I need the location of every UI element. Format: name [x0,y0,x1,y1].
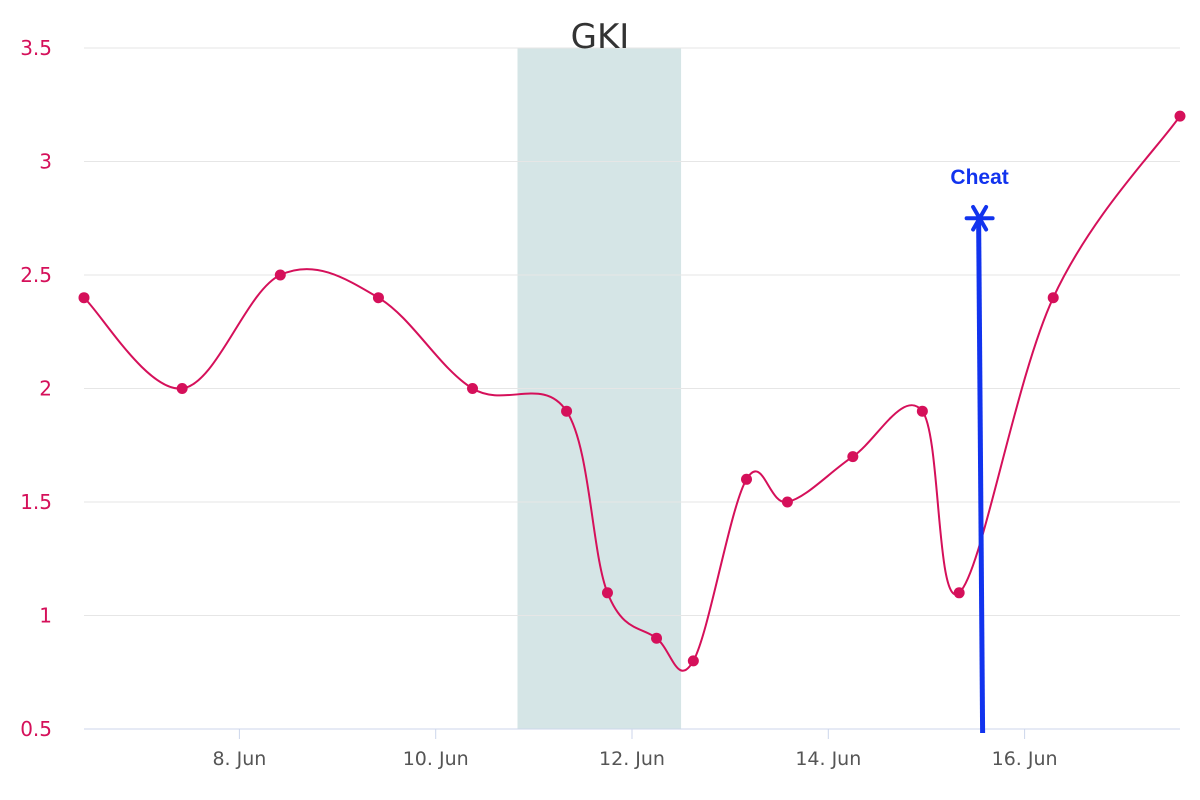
data-point [1047,292,1059,304]
data-point [687,655,699,667]
x-axis: 8. Jun 10. Jun 12. Jun 14. Jun 16. Jun [84,728,1180,770]
y-tick-label: 2.5 [20,263,52,287]
data-point [847,451,859,463]
x-tick-label: 14. Jun [795,748,861,770]
data-point [601,587,613,599]
annotation-star-icon [964,204,995,232]
data-point [781,496,793,508]
data-point [741,473,753,485]
series-layer [78,110,1186,672]
y-tick-label: 0.5 [20,717,52,741]
y-tick-label: 3.5 [20,36,52,60]
data-point [78,292,90,304]
x-tick-label: 16. Jun [992,748,1058,770]
annotation-star-stroke [971,204,989,232]
data-point [1174,110,1186,122]
data-point [274,269,286,281]
annotation-line [976,218,986,734]
y-tick-label: 1.5 [20,490,52,514]
x-tick-label: 10. Jun [403,748,469,770]
data-point [916,405,928,417]
annotation-layer: Cheat [950,166,1009,734]
data-point [176,383,188,394]
annotation-label: Cheat [950,166,1008,189]
data-point [953,587,965,599]
data-point [467,383,479,394]
chart-title: GKI [571,17,630,57]
data-point [561,405,573,417]
y-axis: 0.5 1 1.5 2 2.5 3 3.5 [20,36,52,741]
y-tick-label: 2 [39,377,52,401]
data-point [372,292,384,304]
y-tick-label: 3 [39,150,52,174]
grid-layer [84,47,1180,616]
x-tick-label: 12. Jun [599,748,665,770]
x-tick-label: 8. Jun [212,748,266,770]
data-point [651,632,663,644]
y-tick-label: 1 [39,604,52,628]
